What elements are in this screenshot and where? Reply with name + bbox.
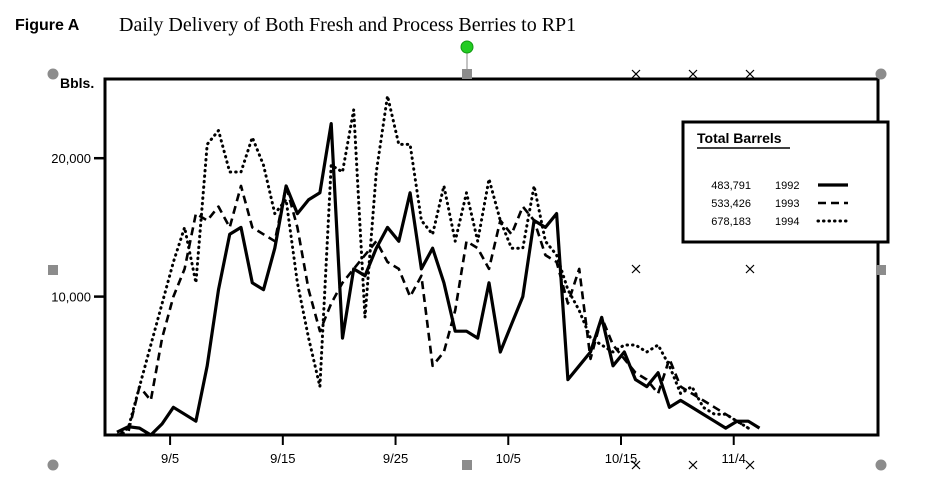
- legend-year-1992: 1992: [775, 180, 799, 192]
- resize-handle-right[interactable]: [876, 265, 886, 275]
- crop-marker-icon[interactable]: [745, 69, 755, 79]
- figure-label: Figure A: [15, 17, 80, 34]
- resize-handle-top[interactable]: [462, 69, 472, 79]
- crop-marker-icon[interactable]: [631, 264, 641, 274]
- resize-handle-bottom-left[interactable]: [47, 459, 59, 471]
- resize-handle-bottom-right[interactable]: [875, 459, 887, 471]
- selection-handles: [47, 40, 887, 471]
- resize-handle-top-right[interactable]: [875, 68, 887, 80]
- series-line-1993: [116, 184, 749, 437]
- series-line-1992: [116, 121, 761, 437]
- x-tick-label-4: 10/15: [605, 451, 638, 466]
- crop-marker-icon[interactable]: [631, 460, 641, 470]
- crop-marker-icon[interactable]: [688, 69, 698, 79]
- legend-year-1994: 1994: [775, 216, 799, 228]
- x-tick-label-0: 9/5: [161, 451, 179, 466]
- x-tick-label-3: 10/5: [496, 451, 521, 466]
- crop-marker-icon[interactable]: [688, 460, 698, 470]
- legend-total-1994: 678,183: [711, 216, 751, 228]
- y-tick-label-1: 20,000: [51, 151, 91, 166]
- y-tick-label-0: 10,000: [51, 290, 91, 305]
- resize-handle-bottom[interactable]: [462, 460, 472, 470]
- legend-title: Total Barrels: [697, 130, 782, 146]
- figure-title: Daily Delivery of Both Fresh and Process…: [119, 14, 577, 36]
- legend-total-1993: 533,426: [711, 198, 751, 210]
- crop-marker-icon[interactable]: [745, 264, 755, 274]
- y-axis-unit-label: Bbls.: [60, 75, 94, 91]
- series-line-1994: [115, 94, 750, 437]
- x-tick-label-5: 11/4: [722, 451, 746, 466]
- x-tick-label-1: 9/15: [270, 451, 295, 466]
- legend-year-1993: 1993: [775, 198, 799, 210]
- resize-handle-left[interactable]: [48, 265, 58, 275]
- crop-marker-icon[interactable]: [631, 69, 641, 79]
- resize-handle-top-left[interactable]: [47, 68, 59, 80]
- x-tick-label-2: 9/25: [383, 451, 408, 466]
- rotate-handle[interactable]: [460, 40, 474, 54]
- crop-marker-icon[interactable]: [745, 460, 755, 470]
- legend-total-1992: 483,791: [711, 180, 751, 192]
- plot-frame: [103, 77, 880, 437]
- legend: Total Barrels 483,791 1992 533,426 1993 678,…: [681, 120, 890, 244]
- legend-box: [681, 120, 890, 244]
